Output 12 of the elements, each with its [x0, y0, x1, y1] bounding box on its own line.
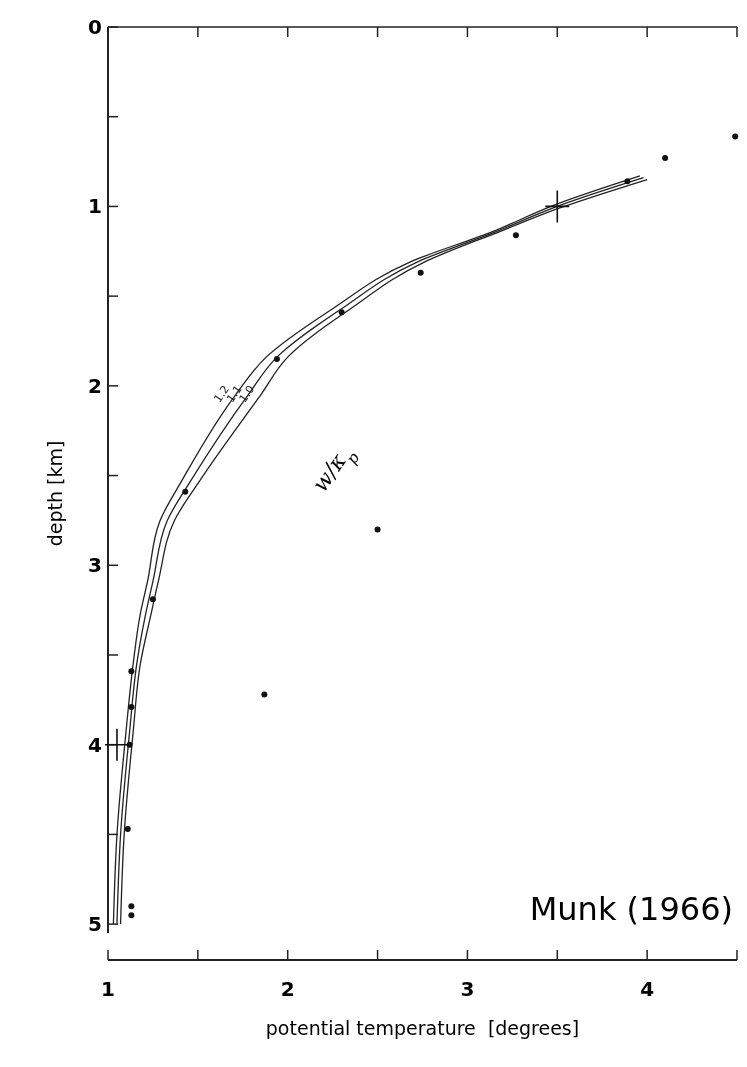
y-tick-label: 2: [88, 373, 102, 398]
y-axis-title: depth [km]: [44, 440, 66, 547]
x-tick-label: 3: [460, 977, 475, 1001]
y-tick-label: 5: [88, 912, 102, 937]
y-tick-label: 1: [88, 194, 102, 219]
x-tick-label: 2: [280, 977, 295, 1001]
x-tick-label: 4: [640, 977, 655, 1001]
y-tick-label: 4: [88, 732, 102, 757]
x-axis-title: potential temperature [degrees]: [265, 1017, 580, 1039]
y-tick-label: 0: [88, 15, 102, 39]
y-tick-label: 3: [88, 553, 102, 578]
annotation: Munk (1966): [529, 890, 733, 928]
